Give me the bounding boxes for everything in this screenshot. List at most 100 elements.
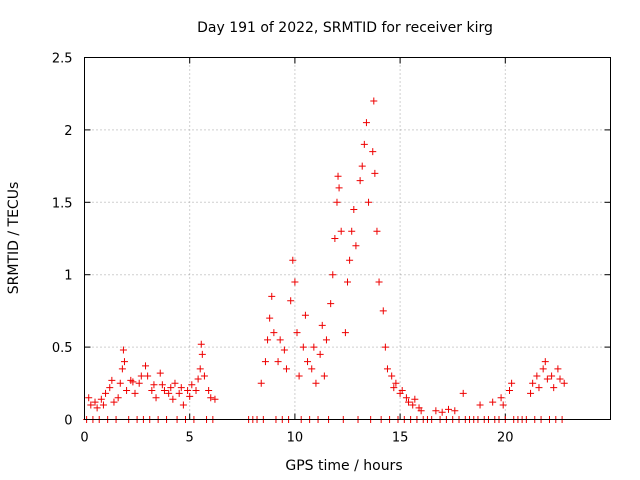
data-point [266,314,274,322]
data-point [499,401,507,409]
data-point [274,358,282,366]
data-point [348,227,356,235]
data-point [291,278,299,286]
data-point [295,372,303,380]
data-point [341,329,349,337]
data-point [322,336,330,344]
data-point [535,384,543,392]
data-point [360,140,368,148]
grid-lines [84,57,611,420]
data-point [371,169,379,177]
data-point [308,365,316,373]
data-point [93,404,101,412]
data-point [508,379,516,387]
data-point [268,292,276,300]
data-point [327,300,335,308]
data-point [375,278,383,286]
x-tick-label: 20 [497,431,514,446]
data-point [402,394,410,402]
data-point [370,97,378,105]
data-point [344,278,351,286]
data-point [186,392,194,400]
data-point [333,198,341,206]
data-point [106,384,114,392]
x-tick-label: 15 [392,431,409,446]
x-axis-label: GPS time / hours [285,458,402,474]
axis-ticks: 0 5 10 15 20 0 0.5 1 1.5 2 2.5 [52,52,611,446]
data-point [108,376,116,384]
data-point [261,358,269,366]
data-point [197,340,205,348]
data-point [156,369,164,377]
data-point [312,379,320,387]
data-point [200,372,208,380]
data-point [87,401,95,409]
data-point [543,375,551,383]
data-point [379,307,387,315]
data-point [356,177,364,185]
data-point [167,384,175,392]
data-point [301,311,309,319]
data-point [335,184,343,192]
data-point [293,329,301,337]
data-point [280,346,288,354]
data-point [171,379,179,387]
data-point [506,387,514,395]
data-point [175,389,183,397]
data-point [142,362,150,370]
data-point [556,375,564,383]
data-point [318,321,326,329]
data-point [160,387,168,395]
data-points [83,97,568,423]
data-point [264,336,272,344]
plot-frame [84,57,611,420]
data-point [373,227,381,235]
data-point [527,389,535,397]
data-point [320,372,328,380]
data-point [150,381,158,389]
data-point [459,389,467,397]
data-point [177,384,185,392]
data-point [451,407,459,415]
data-point [211,395,219,403]
data-point [310,343,318,351]
data-point [438,408,446,416]
data-point [358,162,366,170]
data-point [194,375,202,383]
data-point [417,407,425,415]
data-point [411,395,419,403]
data-point [369,148,377,156]
data-point [102,389,110,397]
data-point [137,372,145,380]
data-point [337,227,345,235]
data-point [196,365,204,373]
data-point [362,119,370,127]
data-point [539,365,547,373]
data-point [148,387,156,395]
data-point [131,389,139,397]
y-tick-label: 0.5 [52,341,73,356]
x-tick-label: 5 [186,431,194,446]
data-point [548,372,556,380]
data-point [560,379,568,387]
data-point [476,401,484,409]
data-point [489,398,497,406]
data-point [198,350,206,358]
data-point [381,343,389,351]
data-point [533,372,541,380]
data-point [392,379,400,387]
data-point [409,401,417,409]
x-tick-label: 10 [287,431,304,446]
data-point [405,398,413,406]
data-point [289,256,297,264]
data-point [85,394,93,402]
data-point [497,394,505,402]
data-point [329,271,337,279]
data-point [432,407,440,415]
data-point [304,358,312,366]
y-tick-label: 1 [64,269,72,284]
x-tick-label: 0 [80,431,88,446]
data-point [120,358,128,366]
data-point [99,401,107,409]
data-point [388,372,396,380]
